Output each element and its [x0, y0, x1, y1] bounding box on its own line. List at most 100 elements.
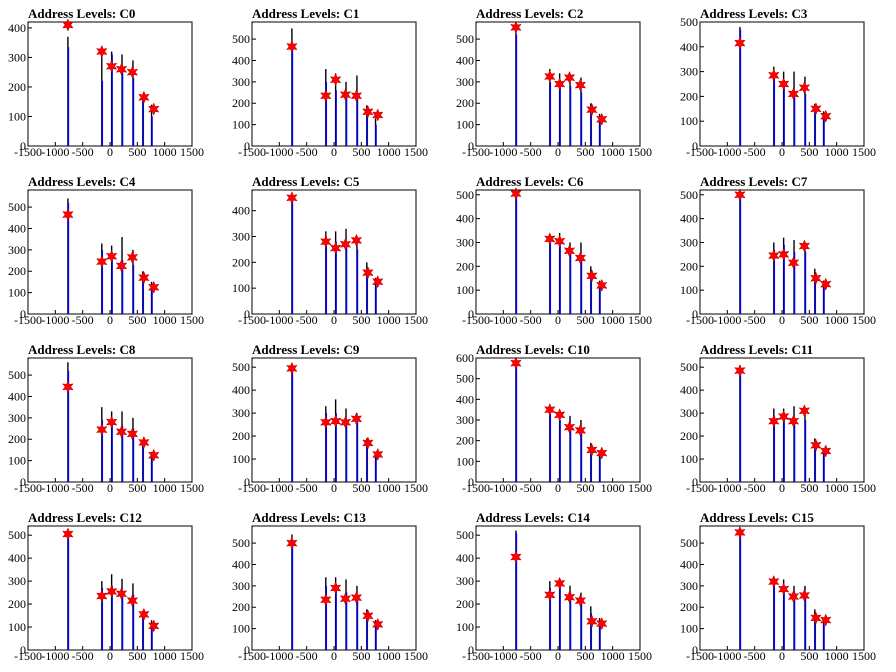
y-tick-label: 300 — [456, 235, 474, 249]
x-tick-label: 1500 — [628, 145, 652, 159]
y-tick-label: 0 — [20, 139, 26, 153]
plot-frame — [251, 189, 417, 315]
chart-panel: Address Levels: C7-1500 -1000 -500 0 500 1000… — [680, 174, 876, 327]
y-tick-label: 200 — [456, 434, 474, 448]
y-tick-label: 500 — [232, 360, 250, 374]
x-tick-label: -500 — [296, 649, 318, 663]
peak-marker — [320, 593, 332, 607]
chart-title: Address Levels: C6 — [476, 174, 584, 189]
x-tick-label: 1500 — [180, 481, 204, 495]
x-tick-label: -1000 — [489, 649, 517, 663]
y-tick-label: 100 — [232, 622, 250, 636]
y-tick-label: 100 — [8, 109, 26, 123]
x-tick-label: -1000 — [489, 313, 517, 327]
peak-marker — [574, 78, 587, 92]
x-tick-label: -1500 — [462, 649, 490, 663]
x-tick-label: 1500 — [852, 313, 876, 327]
x-tick-label: -1000 — [713, 313, 741, 327]
chart-panel: Address Levels: C11 -1500 -1000 -500 0 500 100… — [680, 342, 876, 495]
x-tick-label: -1500 — [14, 313, 42, 327]
peak-marker — [105, 584, 118, 599]
y-tick-label: 0 — [468, 475, 474, 489]
y-tick-label: 0 — [692, 475, 698, 489]
peak-marker — [595, 278, 608, 293]
x-tick-label: -1000 — [265, 481, 293, 495]
peak-marker — [787, 414, 800, 428]
peak-marker — [768, 574, 780, 589]
x-tick-label: -1500 — [462, 145, 490, 159]
y-tick-label: 200 — [680, 259, 698, 273]
chart-panel: Address Levels: C15 -1500 -1000 -500 0 500 100… — [680, 510, 876, 663]
plot-frame — [475, 189, 641, 315]
peak-marker — [339, 88, 352, 102]
x-tick-label: 500 — [352, 313, 370, 327]
x-tick-label: 0 — [779, 313, 785, 327]
chart-title: Address Levels: C15 — [700, 510, 814, 525]
y-tick-label: 200 — [8, 432, 26, 446]
y-tick-label: 400 — [232, 204, 250, 218]
peak-marker — [810, 271, 822, 285]
x-tick-label: 1000 — [377, 649, 401, 663]
peak-marker — [350, 590, 363, 605]
chart-title: Address Levels: C12 — [28, 510, 142, 525]
x-tick-label: 500 — [352, 145, 370, 159]
x-tick-label: -1500 — [14, 145, 42, 159]
y-tick-label: 0 — [468, 139, 474, 153]
x-tick-label: -1500 — [238, 313, 266, 327]
y-tick-label: 100 — [456, 283, 474, 297]
x-tick-label: 1000 — [153, 145, 177, 159]
peak-marker — [574, 593, 587, 608]
peak-marker — [147, 102, 160, 116]
x-tick-label: 1000 — [153, 649, 177, 663]
y-tick-label: 500 — [456, 372, 474, 386]
peak-marker — [768, 414, 780, 428]
peak-marker — [510, 356, 522, 370]
x-tick-label: -1500 — [462, 481, 490, 495]
x-tick-label: -1500 — [14, 649, 42, 663]
y-tick-label: 300 — [456, 75, 474, 89]
peak-marker — [329, 414, 342, 428]
peak-marker — [147, 448, 160, 462]
x-tick-label: 500 — [800, 313, 818, 327]
y-tick-label: 200 — [456, 597, 474, 611]
x-tick-label: 500 — [576, 649, 594, 663]
peak-marker — [810, 438, 822, 452]
peak-marker — [105, 59, 118, 73]
chart-title: Address Levels: C4 — [28, 174, 136, 189]
x-tick-label: 0 — [555, 481, 561, 495]
peak-marker — [595, 616, 608, 631]
chart-panel: Address Levels: C0-1500 -1000 -500 0 500 1000… — [8, 6, 204, 159]
peak-marker — [126, 250, 139, 264]
chart-panel: Address Levels: C12 -1500 -1000 -500 0 500 100… — [8, 510, 204, 663]
x-tick-label: 0 — [779, 481, 785, 495]
peak-marker — [544, 588, 556, 602]
peak-marker — [777, 409, 790, 424]
y-tick-label: 100 — [456, 454, 474, 468]
x-tick-label: 1000 — [601, 481, 625, 495]
peak-marker — [510, 20, 522, 34]
peak-marker — [553, 408, 566, 422]
x-tick-label: 500 — [800, 145, 818, 159]
peak-marker — [362, 609, 374, 623]
chart-title: Address Levels: C5 — [252, 174, 360, 189]
peak-marker — [62, 380, 74, 394]
x-tick-label: 0 — [555, 313, 561, 327]
x-tick-label: 0 — [331, 145, 337, 159]
x-tick-label: -1000 — [265, 649, 293, 663]
peak-marker — [320, 89, 332, 103]
x-tick-label: 500 — [128, 145, 146, 159]
peak-marker — [329, 73, 342, 87]
peak-marker — [286, 39, 298, 54]
x-tick-label: 0 — [779, 145, 785, 159]
chart-panel: Address Levels: C4-1500 -1000 -500 0 500 1000… — [8, 174, 204, 327]
x-tick-label: 1000 — [153, 481, 177, 495]
peak-marker — [138, 271, 150, 285]
peak-marker — [595, 112, 608, 126]
x-tick-label: -1000 — [489, 145, 517, 159]
peak-marker — [339, 592, 352, 606]
x-tick-label: -500 — [520, 145, 542, 159]
chart-title: Address Levels: C2 — [476, 6, 583, 21]
peak-marker — [105, 249, 118, 263]
chart-title: Address Levels: C14 — [476, 510, 590, 525]
y-tick-label: 400 — [680, 383, 698, 397]
